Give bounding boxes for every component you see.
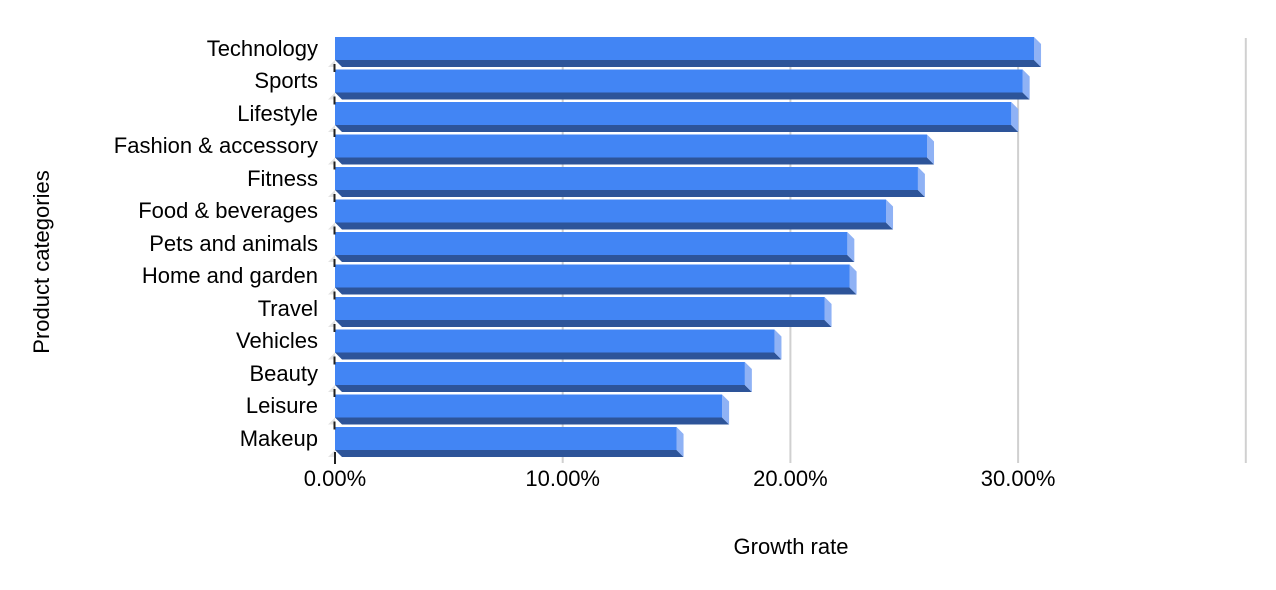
bar-cap-makeup: [676, 427, 684, 457]
bar-fitness: [335, 167, 918, 190]
bar-wedge-fitness: [328, 190, 335, 197]
category-label: Vehicles: [236, 328, 318, 353]
category-label: Beauty: [249, 360, 319, 386]
bar-cap-travel: [824, 297, 832, 327]
bar-underside-travel: [335, 320, 832, 327]
bar-food-beverages: [335, 199, 887, 223]
bar-underside-sports: [335, 92, 1030, 100]
x-tick-label: 20.00%: [753, 466, 828, 491]
bar-underside-lifestyle: [335, 125, 1019, 132]
bar-underside-home-and-garden: [335, 287, 857, 295]
category-label: Food & beverages: [138, 198, 318, 223]
category-label: Technology: [206, 35, 318, 61]
bar-wedge-lifestyle: [328, 125, 335, 132]
bar-wedge-travel: [328, 320, 335, 327]
category-label: Makeup: [239, 425, 318, 451]
bar-cap-food-beverages: [886, 199, 894, 230]
bar-cap-pets-and-animals: [847, 232, 855, 262]
bar-technology: [335, 37, 1035, 60]
bar-underside-pets-and-animals: [335, 255, 855, 262]
bar-makeup: [335, 427, 677, 450]
bar-underside-leisure: [335, 417, 730, 425]
category-label: Lifestyle: [237, 100, 318, 126]
x-tick-label: 0.00%: [303, 466, 367, 491]
bar-cap-lifestyle: [1011, 102, 1019, 132]
bar-wedge-fashion-accessory: [328, 157, 335, 165]
bar-cap-vehicles: [774, 329, 782, 360]
bar-underside-beauty: [335, 385, 752, 392]
bar-underside-fashion-accessory: [335, 157, 935, 165]
bar-wedge-home-and-garden: [328, 287, 335, 295]
category-label: Leisure: [245, 393, 318, 418]
bar-lifestyle: [335, 102, 1012, 125]
bar-underside-technology: [335, 60, 1042, 67]
bar-cap-home-and-garden: [849, 264, 857, 295]
category-label: Fitness: [247, 165, 318, 191]
bar-wedge-beauty: [328, 385, 335, 392]
bar-cap-technology: [1034, 37, 1042, 67]
bar-cap-sports: [1022, 69, 1030, 100]
bar-beauty: [335, 362, 745, 385]
bar-cap-fashion-accessory: [927, 134, 935, 165]
bar-leisure: [335, 394, 723, 418]
category-label: Sports: [254, 68, 318, 93]
x-tick-label: 30.00%: [980, 466, 1056, 491]
bar-underside-fitness: [335, 190, 925, 197]
bar-wedge-sports: [328, 92, 335, 100]
bar-wedge-pets-and-animals: [328, 255, 335, 262]
bar-wedge-leisure: [328, 417, 335, 425]
bar-cap-fitness: [917, 167, 925, 197]
bar-cap-leisure: [722, 394, 730, 425]
bar-vehicles: [335, 329, 775, 353]
category-label: Fashion & accessory: [113, 133, 318, 158]
category-label: Travel: [257, 295, 318, 321]
bar-home-and-garden: [335, 264, 850, 288]
category-label: Pets and animals: [149, 230, 318, 256]
bar-wedge-technology: [328, 60, 335, 67]
bar-underside-makeup: [335, 450, 684, 457]
x-tick-label: 10.00%: [525, 466, 600, 491]
bar-underside-vehicles: [335, 352, 782, 360]
x-axis-title: Growth rate: [733, 534, 849, 559]
bar-wedge-food-beverages: [328, 222, 335, 230]
bar-cap-beauty: [744, 362, 752, 392]
bar-wedge-makeup: [328, 450, 335, 457]
category-label: Home and garden: [141, 263, 318, 288]
bar-wedge-vehicles: [328, 352, 335, 360]
bar-underside-food-beverages: [335, 222, 894, 230]
bar-sports: [335, 69, 1023, 93]
bar-pets-and-animals: [335, 232, 848, 255]
bar-fashion-accessory: [335, 134, 928, 158]
bar-travel: [335, 297, 825, 320]
